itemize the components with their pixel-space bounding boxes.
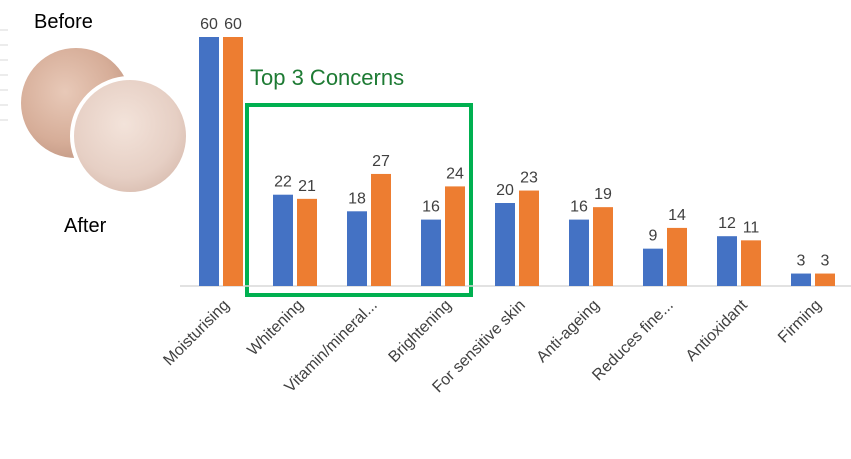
value-label: 16 (422, 199, 440, 216)
value-label: 11 (743, 219, 760, 236)
value-label: 16 (570, 199, 588, 216)
value-label: 18 (348, 190, 366, 207)
bar (741, 240, 761, 286)
bar (667, 227, 687, 286)
value-label: 12 (718, 215, 736, 232)
bar (421, 219, 441, 286)
edge-dashes (0, 29, 8, 121)
value-label: 20 (496, 182, 514, 199)
bar (495, 203, 515, 286)
value-label: 21 (298, 178, 316, 195)
value-label: 60 (224, 16, 242, 33)
bar (347, 211, 367, 286)
value-label: 27 (372, 153, 390, 170)
bar (815, 273, 835, 286)
bar (519, 190, 539, 286)
highlight-box (245, 103, 473, 297)
x-tick-label: Firming (775, 297, 825, 347)
value-label: 9 (649, 228, 658, 245)
after-photo (70, 76, 190, 196)
value-label: 14 (668, 207, 686, 224)
bar (643, 248, 663, 286)
x-tick-label: Antioxidant (683, 296, 751, 364)
value-label: 24 (446, 165, 464, 182)
bar (297, 198, 317, 286)
x-tick-label: Anti-ageing (534, 297, 603, 366)
bar (569, 219, 589, 286)
bar (445, 186, 465, 286)
value-label: 22 (274, 174, 292, 191)
x-tick-label: Reduces fine... (589, 297, 676, 384)
bar (791, 273, 811, 286)
value-label: 23 (520, 170, 538, 187)
bar (223, 37, 243, 286)
x-tick-label: Moisturising (160, 297, 232, 369)
before-label: Before (34, 11, 93, 33)
value-label: 60 (200, 16, 218, 33)
bar (593, 207, 613, 286)
bar (273, 194, 293, 286)
bar (199, 37, 219, 286)
x-tick-label: Brightening (386, 297, 455, 366)
bar (717, 236, 737, 286)
x-tick-label: Whitening (244, 297, 306, 359)
value-label: 3 (821, 253, 830, 270)
value-label: 3 (797, 253, 806, 270)
after-label: After (64, 215, 107, 237)
highlight-title: Top 3 Concerns (250, 65, 404, 90)
bar (371, 173, 391, 286)
value-label: 19 (594, 186, 612, 203)
